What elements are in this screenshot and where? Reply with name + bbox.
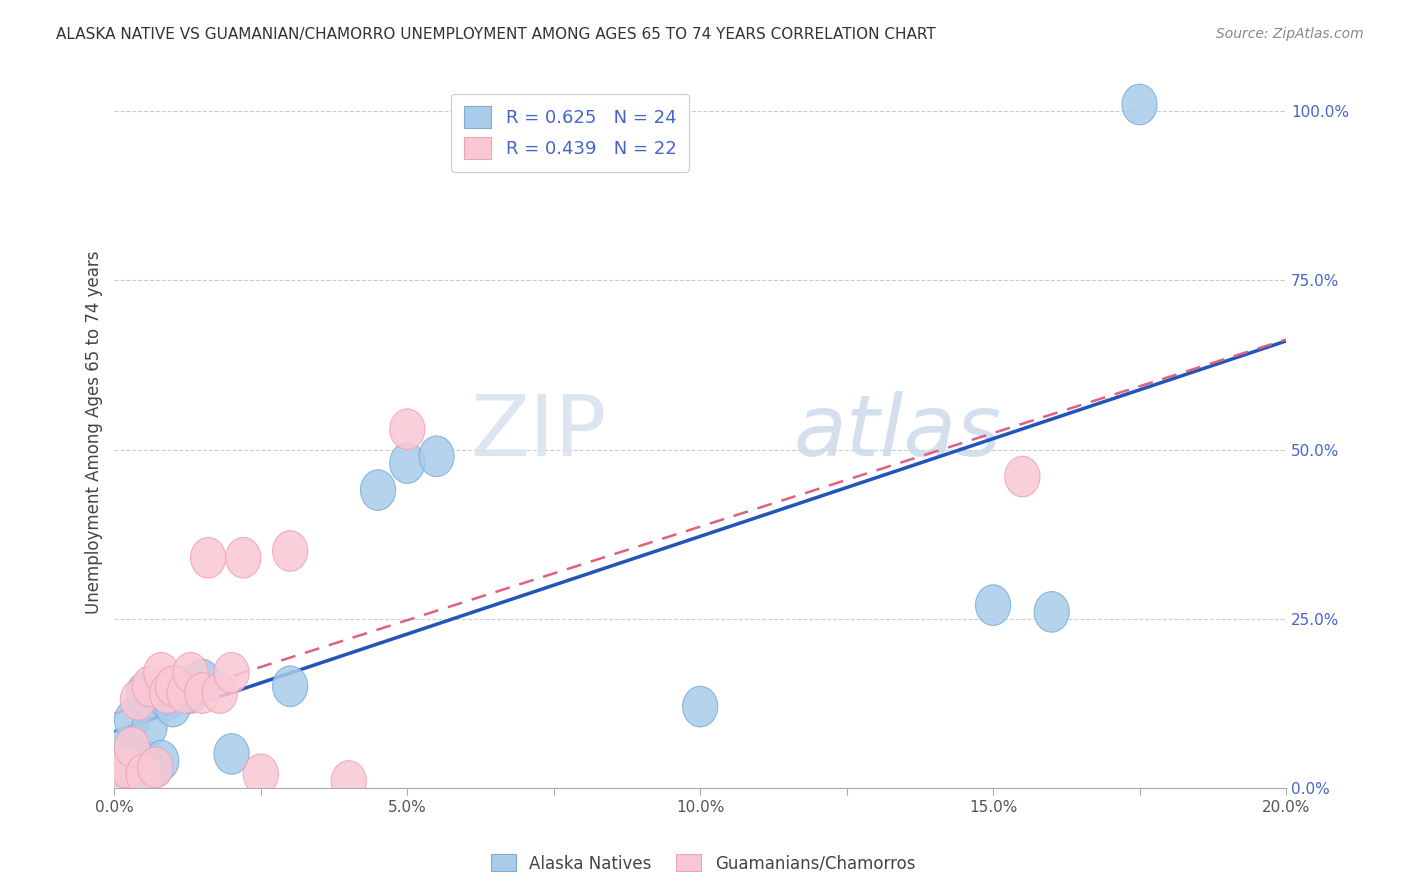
Ellipse shape xyxy=(214,733,249,774)
Ellipse shape xyxy=(103,754,138,795)
Ellipse shape xyxy=(143,740,179,781)
Ellipse shape xyxy=(184,673,219,714)
Ellipse shape xyxy=(202,673,238,714)
Ellipse shape xyxy=(132,666,167,706)
Ellipse shape xyxy=(114,727,149,767)
Ellipse shape xyxy=(243,754,278,795)
Ellipse shape xyxy=(127,754,162,795)
Ellipse shape xyxy=(1005,457,1040,497)
Ellipse shape xyxy=(191,538,226,578)
Ellipse shape xyxy=(976,585,1011,625)
Ellipse shape xyxy=(132,706,167,747)
Ellipse shape xyxy=(389,409,425,450)
Ellipse shape xyxy=(273,531,308,571)
Ellipse shape xyxy=(214,652,249,693)
Ellipse shape xyxy=(103,754,138,795)
Ellipse shape xyxy=(273,666,308,706)
Ellipse shape xyxy=(173,673,208,714)
Ellipse shape xyxy=(167,673,202,714)
Ellipse shape xyxy=(138,747,173,788)
Ellipse shape xyxy=(127,673,162,714)
Ellipse shape xyxy=(419,436,454,476)
Ellipse shape xyxy=(149,680,184,720)
Ellipse shape xyxy=(156,666,191,706)
Ellipse shape xyxy=(143,652,179,693)
Text: atlas: atlas xyxy=(794,391,1002,474)
Ellipse shape xyxy=(332,761,367,801)
Ellipse shape xyxy=(226,538,262,578)
Ellipse shape xyxy=(127,740,162,781)
Ellipse shape xyxy=(1033,591,1069,632)
Ellipse shape xyxy=(184,659,219,700)
Ellipse shape xyxy=(114,740,149,781)
Ellipse shape xyxy=(682,686,717,727)
Ellipse shape xyxy=(114,700,149,740)
Ellipse shape xyxy=(108,747,143,788)
Ellipse shape xyxy=(360,470,395,510)
Text: ZIP: ZIP xyxy=(470,391,606,474)
Text: Source: ZipAtlas.com: Source: ZipAtlas.com xyxy=(1216,27,1364,41)
Text: ALASKA NATIVE VS GUAMANIAN/CHAMORRO UNEMPLOYMENT AMONG AGES 65 TO 74 YEARS CORRE: ALASKA NATIVE VS GUAMANIAN/CHAMORRO UNEM… xyxy=(56,27,936,42)
Ellipse shape xyxy=(121,680,156,720)
Ellipse shape xyxy=(138,747,173,788)
Ellipse shape xyxy=(1122,84,1157,125)
Ellipse shape xyxy=(121,754,156,795)
Y-axis label: Unemployment Among Ages 65 to 74 years: Unemployment Among Ages 65 to 74 years xyxy=(86,251,103,615)
Legend: Alaska Natives, Guamanians/Chamorros: Alaska Natives, Guamanians/Chamorros xyxy=(484,847,922,880)
Ellipse shape xyxy=(162,666,197,706)
Legend: R = 0.625   N = 24, R = 0.439   N = 22: R = 0.625 N = 24, R = 0.439 N = 22 xyxy=(451,94,689,172)
Ellipse shape xyxy=(173,652,208,693)
Ellipse shape xyxy=(108,727,143,767)
Ellipse shape xyxy=(149,673,184,714)
Ellipse shape xyxy=(389,442,425,483)
Ellipse shape xyxy=(156,686,191,727)
